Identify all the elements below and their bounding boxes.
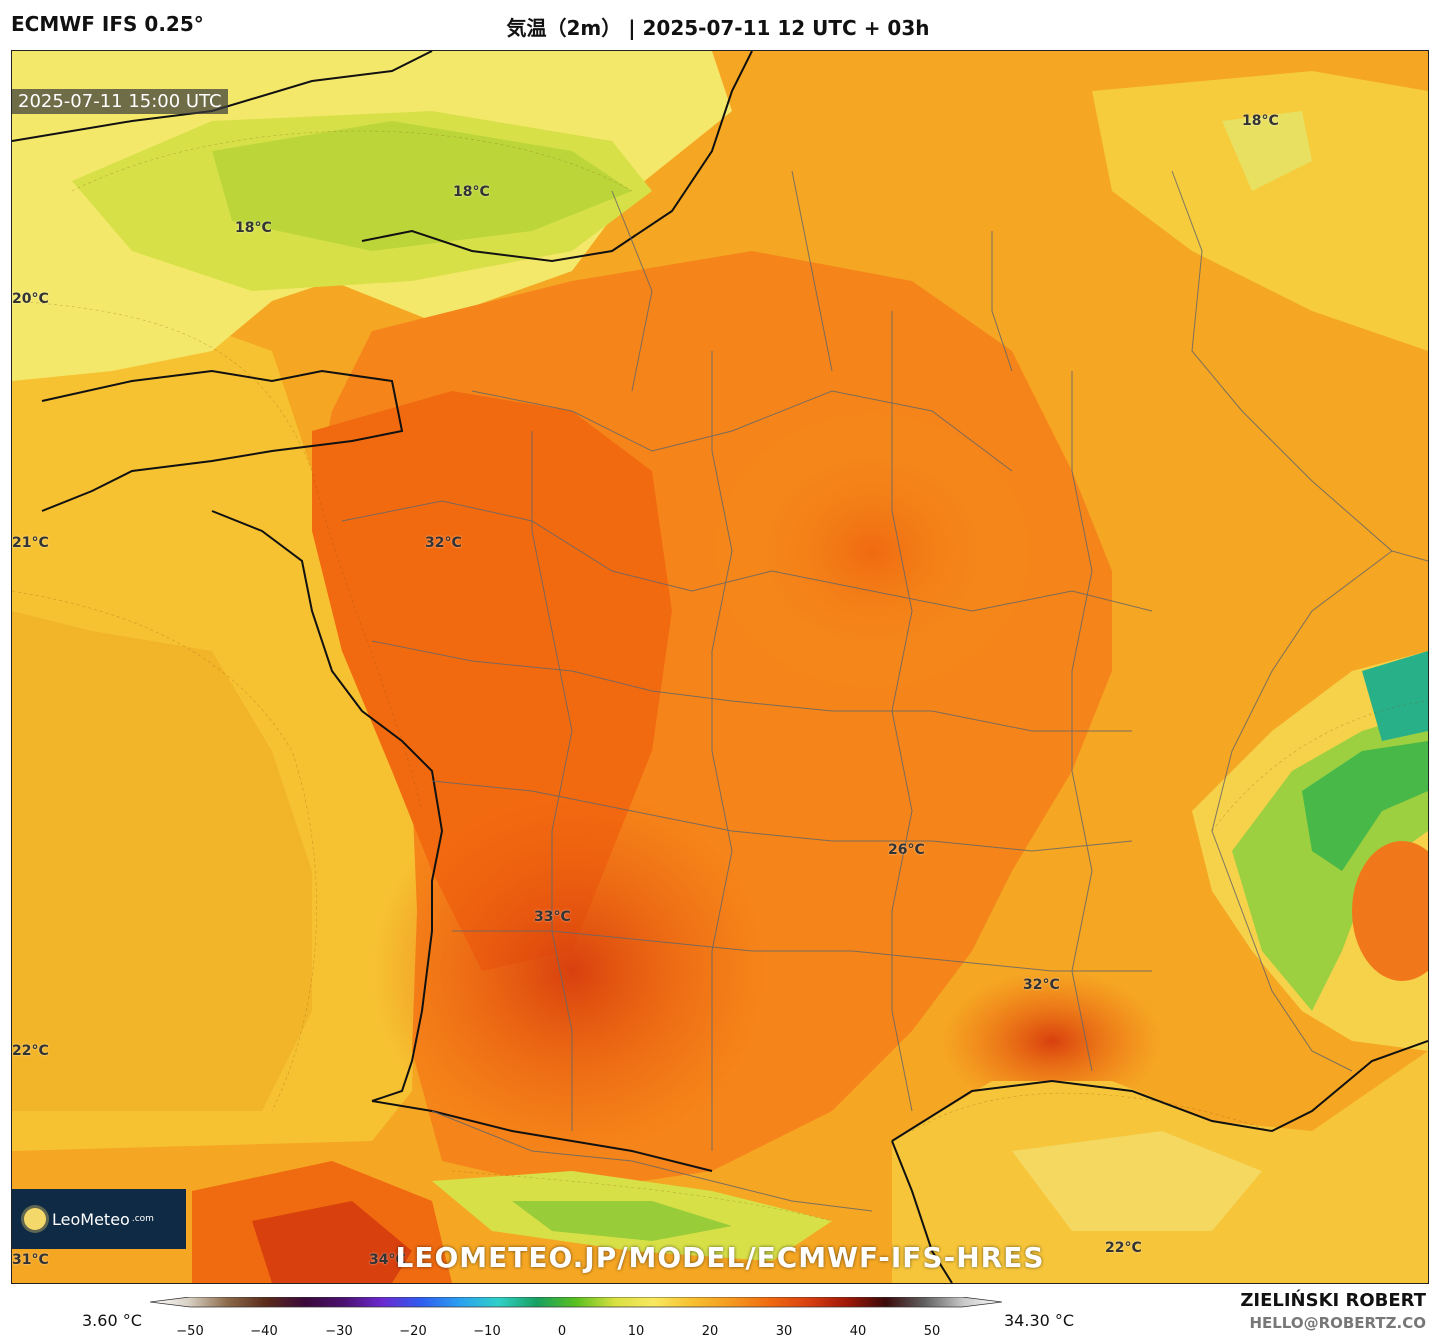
temperature-label: 18°C (1242, 113, 1279, 129)
field-central-core (712, 411, 1032, 691)
field-northeast (1092, 71, 1428, 351)
temperature-label: 26°C (888, 842, 925, 858)
temperature-label: 33°C (534, 909, 571, 925)
field-southeast-core (942, 971, 1162, 1111)
author-email[interactable]: HELLO@ROBERTZ.CO (1249, 1314, 1426, 1332)
temperature-label: 22°C (1105, 1240, 1142, 1256)
temperature-label: 21°C (12, 535, 49, 551)
admin-borders (341, 170, 1428, 1212)
temperature-label: 18°C (453, 184, 490, 200)
temperature-label: 20°C (12, 291, 49, 307)
map-title: 気温（2m） | 2025-07-11 12 UTC + 03h (506, 16, 930, 40)
temperature-label: 32°C (1023, 977, 1060, 993)
colorbar-tick: −10 (473, 1324, 501, 1339)
field-po-warm (1352, 841, 1428, 981)
sun-icon (24, 1208, 46, 1230)
colorbar-tick: 50 (923, 1324, 941, 1339)
leometeo-logo[interactable]: LeoMeteo .com (12, 1189, 186, 1249)
temperature-label: 18°C (235, 220, 272, 236)
field-southwest-core (372, 781, 772, 1161)
colorbar-tick: 10 (627, 1324, 645, 1339)
colorbar-tick: −30 (325, 1324, 353, 1339)
logo-suffix: .com (131, 1214, 154, 1224)
colorbar-tick: 30 (775, 1324, 793, 1339)
field-channel-coolest (212, 121, 632, 251)
temperature-label: 32°C (425, 535, 462, 551)
author-name: ZIELIŃSKI ROBERT (1240, 1290, 1426, 1311)
colorbar-gradient (149, 1296, 1003, 1308)
colorbar (149, 1296, 1003, 1339)
colorbar-min-label: 3.60 °C (82, 1311, 142, 1330)
isotherms (12, 130, 1428, 1222)
temperature-label: 22°C (12, 1043, 49, 1059)
field-mediterranean-cool (1012, 1131, 1262, 1231)
temperature-label: 34°C (369, 1252, 406, 1268)
temperature-map: 2025-07-11 15:00 UTC 18°C 18°C 18°C 20°C… (11, 50, 1429, 1284)
valid-time-label: 2025-07-11 15:00 UTC (12, 89, 228, 114)
source-watermark: LEOMETEO.JP/MODEL/ECMWF-IFS-HRES (395, 1241, 1045, 1274)
colorbar-max-label: 34.30 °C (1004, 1311, 1075, 1330)
field-spain-core (252, 1201, 412, 1283)
colorbar-tick: 40 (849, 1324, 867, 1339)
temperature-label: 31°C (12, 1252, 49, 1268)
colorbar-tick: 0 (557, 1324, 567, 1339)
logo-text: LeoMeteo (52, 1209, 130, 1229)
field-atlantic-inner (12, 611, 312, 1111)
model-name: ECMWF IFS 0.25° (11, 12, 204, 36)
colorbar-tick: −40 (250, 1324, 278, 1339)
colorbar-tick: −50 (176, 1324, 204, 1339)
field-pyrenees-cold (512, 1201, 732, 1241)
map-fields (12, 51, 1428, 1283)
colorbar-tick: 20 (701, 1324, 719, 1339)
field-alps-coldest (1362, 651, 1428, 741)
field-northeast-cool (1222, 111, 1312, 191)
colorbar-tick: −20 (399, 1324, 427, 1339)
field-alps-cold (1302, 741, 1428, 871)
